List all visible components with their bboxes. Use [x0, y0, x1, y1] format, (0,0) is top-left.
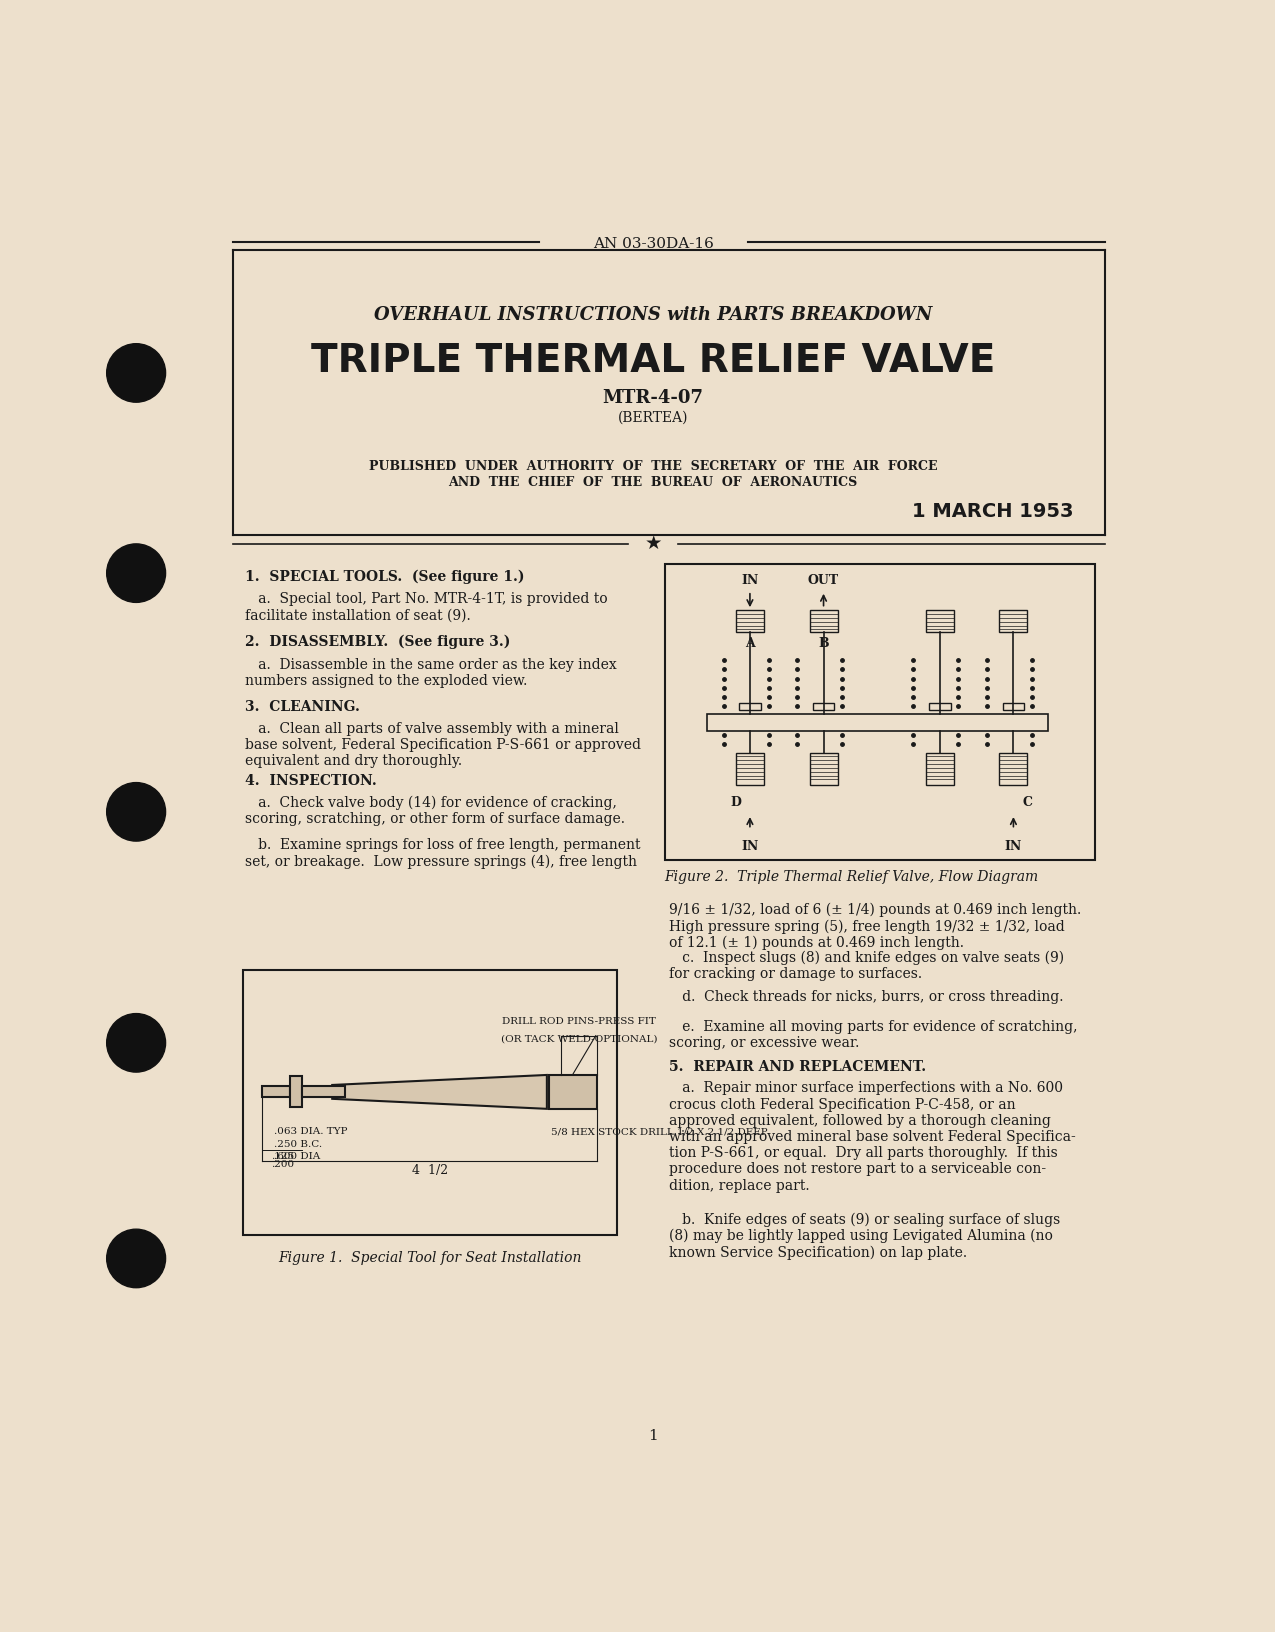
Circle shape [107, 543, 166, 602]
Bar [926, 752, 954, 785]
Circle shape [107, 1013, 166, 1072]
Text: 5.  REPAIR AND REPLACEMENT.: 5. REPAIR AND REPLACEMENT. [669, 1059, 927, 1074]
Text: Figure 2.  Triple Thermal Relief Valve, Flow Diagram: Figure 2. Triple Thermal Relief Valve, F… [664, 870, 1039, 883]
Bar [1000, 610, 1028, 632]
Text: TRIPLE THERMAL RELIEF VALVE: TRIPLE THERMAL RELIEF VALVE [311, 343, 996, 380]
Text: C: C [1023, 796, 1033, 809]
Text: d.  Check threads for nicks, burrs, or cross threading.: d. Check threads for nicks, burrs, or cr… [669, 991, 1063, 1004]
Bar [810, 610, 838, 632]
Text: 3.  CLEANING.: 3. CLEANING. [245, 700, 360, 715]
Text: MTR-4-07: MTR-4-07 [603, 388, 704, 406]
Text: .250 B.C.: .250 B.C. [274, 1139, 323, 1149]
Bar [810, 752, 838, 785]
Text: PUBLISHED  UNDER  AUTHORITY  OF  THE  SECRETARY  OF  THE  AIR  FORCE: PUBLISHED UNDER AUTHORITY OF THE SECRETA… [368, 460, 937, 473]
Circle shape [107, 1229, 166, 1288]
Bar [929, 703, 951, 710]
Text: 5/8 HEX STOCK DRILL 1/2 X 2 1/2 DEEP: 5/8 HEX STOCK DRILL 1/2 X 2 1/2 DEEP [551, 1128, 768, 1136]
Bar [736, 610, 764, 632]
Text: IN: IN [741, 574, 759, 588]
Bar [289, 1077, 302, 1106]
Text: B: B [819, 636, 829, 650]
Bar [244, 969, 617, 1235]
Text: e.  Examine all moving parts for evidence of scratching,
scoring, or excessive w: e. Examine all moving parts for evidence… [669, 1020, 1077, 1049]
Text: OVERHAUL INSTRUCTIONS with PARTS BREAKDOWN: OVERHAUL INSTRUCTIONS with PARTS BREAKDO… [374, 307, 932, 325]
Bar [302, 1087, 344, 1097]
Text: DRILL ROD PINS-PRESS FIT: DRILL ROD PINS-PRESS FIT [502, 1017, 655, 1027]
Bar [708, 715, 1048, 731]
Text: 1.  SPECIAL TOOLS.  (See figure 1.): 1. SPECIAL TOOLS. (See figure 1.) [245, 570, 524, 584]
Text: AND  THE  CHIEF  OF  THE  BUREAU  OF  AERONAUTICS: AND THE CHIEF OF THE BUREAU OF AERONAUTI… [449, 477, 858, 488]
Bar [550, 1075, 597, 1108]
Text: c.  Inspect slugs (8) and knife edges on valve seats (9)
for cracking or damage : c. Inspect slugs (8) and knife edges on … [669, 950, 1065, 981]
Text: .600 DIA: .600 DIA [274, 1152, 320, 1160]
Text: 2.  DISASSEMBLY.  (See figure 3.): 2. DISASSEMBLY. (See figure 3.) [245, 635, 510, 650]
Text: Figure 1.  Special Tool for Seat Installation: Figure 1. Special Tool for Seat Installa… [278, 1250, 581, 1265]
Text: (BERTEA): (BERTEA) [618, 411, 688, 424]
Text: 1 MARCH 1953: 1 MARCH 1953 [913, 503, 1074, 521]
Bar [740, 703, 761, 710]
Text: AN 03-30DA-16: AN 03-30DA-16 [593, 237, 714, 251]
Bar [664, 565, 1095, 860]
Text: .125: .125 [270, 1152, 293, 1160]
Text: 4.  INSPECTION.: 4. INSPECTION. [245, 774, 376, 788]
Bar [263, 1087, 289, 1097]
Text: a.  Clean all parts of valve assembly with a mineral
base solvent, Federal Speci: a. Clean all parts of valve assembly wit… [245, 721, 640, 769]
Text: a.  Disassemble in the same order as the key index
numbers assigned to the explo: a. Disassemble in the same order as the … [245, 658, 616, 689]
Text: IN: IN [741, 839, 759, 852]
Text: .063 DIA. TYP: .063 DIA. TYP [274, 1128, 348, 1136]
Circle shape [107, 783, 166, 840]
Text: 1: 1 [648, 1428, 658, 1443]
Text: a.  Special tool, Part No. MTR-4-1T, is provided to
facilitate installation of s: a. Special tool, Part No. MTR-4-1T, is p… [245, 592, 607, 622]
Text: ★: ★ [644, 534, 662, 553]
Text: 9/16 ± 1/32, load of 6 (± 1/4) pounds at 0.469 inch length.
High pressure spring: 9/16 ± 1/32, load of 6 (± 1/4) pounds at… [669, 902, 1081, 950]
Text: (OR TACK WELD-OPTIONAL): (OR TACK WELD-OPTIONAL) [501, 1035, 658, 1043]
Text: .200: .200 [270, 1160, 293, 1169]
Bar [1000, 752, 1028, 785]
Bar [926, 610, 954, 632]
Text: D: D [731, 796, 742, 809]
Text: A: A [745, 636, 755, 650]
Text: IN: IN [1005, 839, 1023, 852]
Text: 4  1/2: 4 1/2 [412, 1164, 448, 1177]
Bar [736, 752, 764, 785]
Polygon shape [333, 1075, 547, 1108]
Text: a.  Check valve body (14) for evidence of cracking,
scoring, scratching, or othe: a. Check valve body (14) for evidence of… [245, 796, 625, 826]
Text: OUT: OUT [808, 574, 839, 588]
Bar [812, 703, 834, 710]
Circle shape [107, 344, 166, 401]
Bar [1002, 703, 1024, 710]
Text: b.  Knife edges of seats (9) or sealing surface of slugs
(8) may be lightly lapp: b. Knife edges of seats (9) or sealing s… [669, 1213, 1061, 1260]
Text: b.  Examine springs for loss of free length, permanent
set, or breakage.  Low pr: b. Examine springs for loss of free leng… [245, 837, 640, 868]
Text: a.  Repair minor surface imperfections with a No. 600
crocus cloth Federal Speci: a. Repair minor surface imperfections wi… [669, 1082, 1076, 1193]
